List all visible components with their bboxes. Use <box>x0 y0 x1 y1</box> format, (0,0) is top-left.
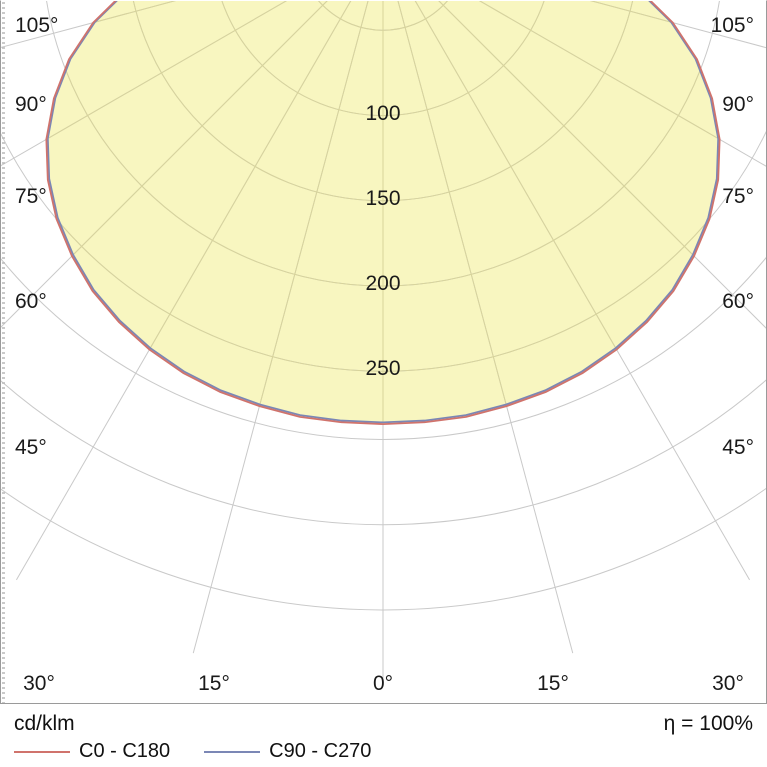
angle-label-right-60: 60° <box>722 290 754 313</box>
curve-c90-c270 <box>46 1 720 424</box>
polar-plot-svg <box>1 1 766 679</box>
legend-label-c90-c270: C90 - C270 <box>269 740 372 762</box>
legend-item: C90 - C270 <box>204 740 371 763</box>
efficiency-label: η = 100% <box>663 712 753 735</box>
angle-label-left-75: 75° <box>15 185 47 208</box>
angle-label-left-60: 60° <box>15 290 47 313</box>
plot-area: 105° 90° 75° 60° 45° 105° 90° 75° 60° 45° 30° 15° 0°… <box>0 0 767 704</box>
angle-label-bottom-3: 15° <box>537 672 569 695</box>
angle-label-left-105: 105° <box>15 14 59 37</box>
angle-label-bottom-0: 30° <box>23 672 55 695</box>
angle-label-bottom-1: 15° <box>198 672 230 695</box>
legend-swatch-c0-c180 <box>14 750 70 753</box>
unit-label: cd/klm <box>14 712 75 735</box>
angle-label-left-90: 90° <box>15 93 47 116</box>
angle-label-right-75: 75° <box>722 185 754 208</box>
curve-c0-c180 <box>45 1 721 426</box>
left-tick-strip <box>1 1 6 703</box>
angle-label-bottom-2: 0° <box>372 672 394 695</box>
angle-label-right-105: 105° <box>710 14 754 37</box>
chart-footer: cd/klm η = 100% C0 - C180 C90 - C270 <box>0 704 767 767</box>
legend-label-c0-c180: C0 - C180 <box>79 740 171 762</box>
legend: C0 - C180 C90 - C270 <box>14 740 371 763</box>
radial-label-200: 200 <box>365 272 401 295</box>
angle-label-bottom-4: 30° <box>712 672 744 695</box>
angle-label-left-45: 45° <box>15 436 47 459</box>
angle-label-right-45: 45° <box>722 436 754 459</box>
angle-label-right-90: 90° <box>722 93 754 116</box>
legend-swatch-c90-c270 <box>204 750 261 753</box>
radial-label-100: 100 <box>365 101 401 125</box>
legend-item: C0 - C180 <box>14 740 170 763</box>
radial-label-250: 250 <box>365 357 401 381</box>
radial-label-150: 150 <box>365 186 401 210</box>
